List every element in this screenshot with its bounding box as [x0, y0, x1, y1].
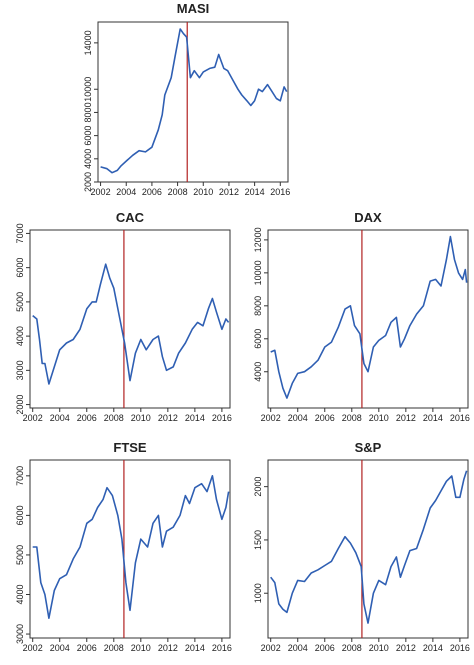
- x-tick-label: 2002: [91, 187, 111, 196]
- x-tick-label: 2014: [185, 413, 205, 423]
- y-tick-label: 2000: [83, 172, 93, 192]
- dax-panel: DAX 2002 2004 2006 2008 2010 2012 2014 2016 4000 6…: [240, 208, 472, 426]
- y-tick-label: 6000: [253, 329, 263, 349]
- x-tick-label: 2014: [245, 187, 265, 196]
- chart-title: CAC: [116, 210, 145, 225]
- x-tick-label: 2010: [369, 643, 389, 653]
- x-tick-label: 2006: [315, 413, 335, 423]
- y-tick-label: 10000: [253, 260, 263, 285]
- x-tick-label: 2016: [212, 413, 232, 423]
- y-tick-label: 2000: [15, 395, 25, 415]
- x-tick-label: 2008: [168, 187, 188, 196]
- x-tick-label: 2016: [450, 413, 470, 423]
- series-line: [32, 263, 230, 385]
- x-tick-label: 2014: [185, 643, 205, 653]
- chart-title: MASI: [177, 1, 210, 16]
- series-line: [100, 28, 288, 174]
- y-tick-label: 5000: [15, 292, 25, 312]
- plot-frame: [97, 21, 289, 183]
- x-tick-label: 2010: [131, 643, 151, 653]
- plot-frame: [267, 459, 469, 639]
- y-tick-label: 1000: [253, 583, 263, 603]
- x-tick-label: 2004: [116, 187, 136, 196]
- x-tick-label: 2008: [104, 413, 124, 423]
- x-tick-label: 2012: [396, 643, 416, 653]
- x-tick-label: 2002: [261, 643, 281, 653]
- masi-panel: MASI 2002 2004 2006 2008 2010 2012 2014 2016 2000…: [80, 0, 300, 197]
- y-tick-label: 8000: [253, 296, 263, 316]
- x-tick-label: 2006: [77, 643, 97, 653]
- plot-frame: [267, 229, 469, 409]
- chart-title: S&P: [355, 440, 382, 455]
- x-tick-label: 2008: [342, 643, 362, 653]
- x-tick-label: 2010: [193, 187, 213, 196]
- x-tick-label: 2012: [396, 413, 416, 423]
- x-tick-label: 2016: [450, 643, 470, 653]
- y-tick-label: 1500: [253, 530, 263, 550]
- plot-frame: [29, 459, 231, 639]
- x-tick-label: 2012: [219, 187, 239, 196]
- ftse-panel: FTSE 2002 2004 2006 2008 2010 2012 2014 2016 3000…: [0, 438, 234, 660]
- chart-title: FTSE: [113, 440, 147, 455]
- y-tick-label: 10000: [83, 77, 93, 102]
- x-tick-label: 2016: [212, 643, 232, 653]
- y-tick-label: 3000: [15, 360, 25, 380]
- y-tick-label: 8000: [83, 102, 93, 122]
- sp-panel: S&P 2002 2004 2006 2008 2010 2012 2014 2016 1000 1…: [240, 438, 472, 660]
- x-tick-label: 2006: [142, 187, 162, 196]
- y-tick-label: 4000: [15, 584, 25, 604]
- y-tick-label: 6000: [83, 126, 93, 146]
- x-tick-label: 2012: [158, 413, 178, 423]
- x-tick-label: 2010: [131, 413, 151, 423]
- cac-panel: CAC 2002 2004 2006 2008 2010 2012 2014 2016 2000 3…: [0, 208, 234, 426]
- x-tick-label: 2014: [423, 413, 443, 423]
- y-tick-label: 12000: [253, 227, 263, 252]
- x-tick-label: 2002: [23, 643, 43, 653]
- x-tick-label: 2004: [288, 413, 308, 423]
- x-tick-label: 2006: [77, 413, 97, 423]
- x-tick-label: 2012: [158, 643, 178, 653]
- y-tick-label: 3000: [15, 624, 25, 644]
- x-tick-label: 2004: [50, 643, 70, 653]
- x-tick-label: 2002: [261, 413, 281, 423]
- y-tick-label: 4000: [253, 362, 263, 382]
- y-tick-label: 6000: [15, 505, 25, 525]
- chart-title: DAX: [354, 210, 382, 225]
- y-tick-label: 4000: [83, 149, 93, 169]
- y-tick-label: 14000: [83, 30, 93, 55]
- y-tick-label: 2000: [253, 477, 263, 497]
- x-tick-label: 2004: [288, 643, 308, 653]
- y-tick-label: 6000: [15, 258, 25, 278]
- series-line: [270, 470, 468, 624]
- x-tick-label: 2008: [342, 413, 362, 423]
- x-tick-label: 2006: [315, 643, 335, 653]
- y-tick-label: 7000: [15, 466, 25, 486]
- y-tick-label: 4000: [15, 326, 25, 346]
- x-tick-label: 2014: [423, 643, 443, 653]
- series-line: [32, 474, 230, 619]
- x-tick-label: 2016: [270, 187, 290, 196]
- x-tick-label: 2004: [50, 413, 70, 423]
- x-tick-label: 2008: [104, 643, 124, 653]
- plot-frame: [29, 229, 231, 409]
- x-tick-label: 2010: [369, 413, 389, 423]
- y-tick-label: 5000: [15, 545, 25, 565]
- series-line: [270, 235, 468, 399]
- x-tick-label: 2002: [23, 413, 43, 423]
- y-tick-label: 7000: [15, 223, 25, 243]
